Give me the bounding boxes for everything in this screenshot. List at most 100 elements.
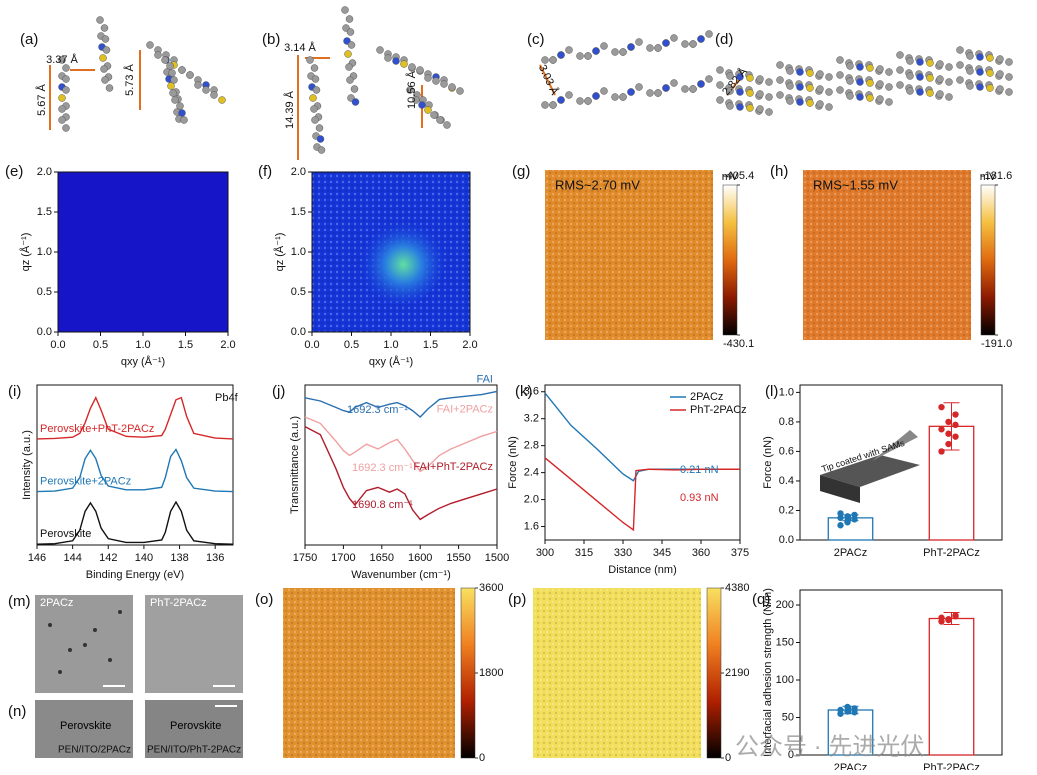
atom bbox=[351, 98, 360, 106]
y-tick-label: 0.5 bbox=[37, 286, 52, 298]
colorbar-tick-label: 1800 bbox=[479, 667, 503, 679]
heatmap bbox=[58, 172, 228, 332]
atom bbox=[916, 73, 924, 81]
series-line bbox=[304, 416, 498, 473]
atom bbox=[906, 72, 914, 80]
atom bbox=[168, 69, 176, 77]
atom bbox=[1005, 73, 1013, 81]
atom bbox=[408, 63, 416, 71]
colorbar bbox=[460, 587, 476, 759]
sem-image bbox=[35, 700, 133, 758]
series-line bbox=[544, 457, 740, 532]
atom bbox=[765, 93, 773, 101]
atom bbox=[592, 47, 600, 55]
atom bbox=[176, 102, 184, 110]
distance-label: 14.39 Å bbox=[283, 90, 296, 129]
x-tick-label: 1.0 bbox=[135, 339, 150, 351]
atom bbox=[846, 77, 854, 85]
atom bbox=[776, 76, 784, 84]
y-axis-label: Intensity (a.u.) bbox=[21, 430, 33, 500]
y-axis-label: qz (Å⁻¹) bbox=[273, 233, 286, 272]
plot-frame bbox=[36, 384, 234, 546]
atom bbox=[58, 56, 66, 64]
atom bbox=[576, 97, 584, 105]
atom bbox=[681, 85, 689, 93]
atom bbox=[178, 66, 186, 74]
map-texture bbox=[545, 170, 713, 340]
atom bbox=[418, 101, 426, 109]
atom bbox=[776, 91, 784, 99]
x-tick-label: 2.0 bbox=[220, 339, 235, 351]
atom bbox=[102, 46, 111, 54]
atom bbox=[662, 39, 670, 47]
annotation: RMS~1.55 mV bbox=[813, 177, 898, 192]
atom bbox=[681, 40, 689, 48]
atom bbox=[796, 83, 804, 91]
atom bbox=[756, 90, 764, 98]
atom bbox=[654, 44, 662, 52]
colorbar-tick-label: 2190 bbox=[725, 667, 749, 679]
atom bbox=[896, 51, 904, 59]
atom bbox=[726, 102, 734, 110]
legend-label: 2PACz bbox=[690, 391, 723, 403]
atom bbox=[194, 81, 202, 89]
atom bbox=[169, 89, 177, 97]
data-point bbox=[952, 612, 959, 619]
panel-label: (m) bbox=[8, 593, 31, 610]
atom bbox=[856, 93, 864, 101]
atom bbox=[726, 72, 734, 80]
atom bbox=[96, 16, 104, 24]
atom bbox=[58, 94, 66, 102]
x-axis-label: Distance (nm) bbox=[608, 564, 676, 576]
atom bbox=[697, 80, 705, 88]
x-tick-label: PhT-2PACz bbox=[923, 762, 980, 770]
annotation: 1690.8 cm⁻¹ bbox=[352, 499, 413, 511]
atom bbox=[635, 83, 643, 91]
atom bbox=[726, 87, 734, 95]
atom bbox=[876, 80, 884, 88]
y-tick-label: 1.6 bbox=[524, 520, 539, 532]
atom bbox=[736, 88, 744, 96]
atom bbox=[885, 98, 893, 106]
data-point bbox=[851, 709, 858, 716]
colorbar-unit: mV bbox=[722, 171, 739, 183]
y-tick-label: 0.8 bbox=[779, 416, 794, 428]
atom bbox=[866, 79, 874, 87]
atom bbox=[885, 83, 893, 91]
colorbar-tick-label: -430.1 bbox=[723, 338, 754, 350]
atom bbox=[816, 70, 824, 78]
atom bbox=[406, 86, 414, 94]
sem-label: 2PACz bbox=[40, 597, 73, 609]
atom bbox=[424, 106, 432, 114]
panel-label: (e) bbox=[5, 163, 23, 180]
x-tick-label: 142 bbox=[99, 552, 117, 564]
atom bbox=[916, 88, 924, 96]
atom bbox=[756, 105, 764, 113]
atom bbox=[976, 53, 984, 61]
series-line bbox=[36, 395, 234, 440]
atom bbox=[986, 69, 994, 77]
atom bbox=[424, 74, 432, 82]
atom bbox=[635, 38, 643, 46]
x-tick-label: 1550 bbox=[446, 552, 470, 564]
atom bbox=[866, 94, 874, 102]
atom bbox=[846, 92, 854, 100]
colorbar-tick-label: -405.4 bbox=[723, 170, 754, 182]
atom bbox=[1005, 58, 1013, 66]
atom bbox=[866, 64, 874, 72]
atom bbox=[384, 54, 392, 62]
data-point bbox=[952, 433, 959, 440]
x-tick-label: 144 bbox=[63, 552, 81, 564]
distance-label: 2.82 Å bbox=[719, 65, 750, 98]
atom bbox=[456, 87, 464, 95]
atom bbox=[306, 56, 314, 64]
atom bbox=[180, 116, 188, 124]
x-tick-label: 330 bbox=[614, 547, 632, 559]
atom bbox=[443, 121, 451, 129]
atom bbox=[436, 116, 444, 124]
atom bbox=[936, 90, 944, 98]
data-point bbox=[945, 430, 952, 437]
atom bbox=[966, 52, 974, 60]
atom bbox=[611, 48, 619, 56]
atom bbox=[312, 86, 321, 94]
